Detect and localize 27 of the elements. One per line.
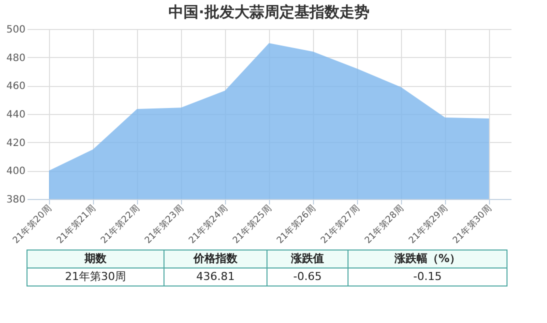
y-tick-label: 380 <box>6 194 26 206</box>
x-tick-label: 21年第23周 <box>142 202 186 246</box>
text: 21年第30周 <box>65 270 126 283</box>
x-tick-label: 21年第22周 <box>98 202 142 246</box>
text: -0.65 <box>293 270 322 283</box>
y-tick-label: 420 <box>6 138 26 149</box>
text: 价格指数 <box>192 252 238 265</box>
x-tick-label: 21年第27周 <box>318 202 362 246</box>
text: 436.81 <box>196 270 235 283</box>
text: -0.15 <box>413 270 442 283</box>
y-tick-label: 400 <box>6 166 26 178</box>
text: 涨跌值 <box>290 252 324 265</box>
text: 涨跌幅（%） <box>393 252 461 265</box>
y-tick-label: 440 <box>6 110 26 120</box>
x-tick-label: 21年第30周 <box>450 202 494 246</box>
x-tick-label: 21年第28周 <box>362 202 406 246</box>
x-tick-label: 21年第24周 <box>186 202 230 246</box>
y-tick-label: 460 <box>6 81 26 92</box>
x-tick-label: 21年第21周 <box>54 202 98 246</box>
chart-title: 中国·批发大蒜周定基指数走势 <box>168 3 370 21</box>
x-tick-label: 21年第20周 <box>10 202 54 246</box>
x-tick-label: 21年第29周 <box>406 202 450 246</box>
y-tick-label: 500 <box>6 24 26 36</box>
x-tick-label: 21年第26周 <box>274 202 318 246</box>
y-tick-label: 480 <box>6 52 26 64</box>
text: 期数 <box>84 252 108 265</box>
x-tick-label: 21年第25周 <box>230 202 274 246</box>
